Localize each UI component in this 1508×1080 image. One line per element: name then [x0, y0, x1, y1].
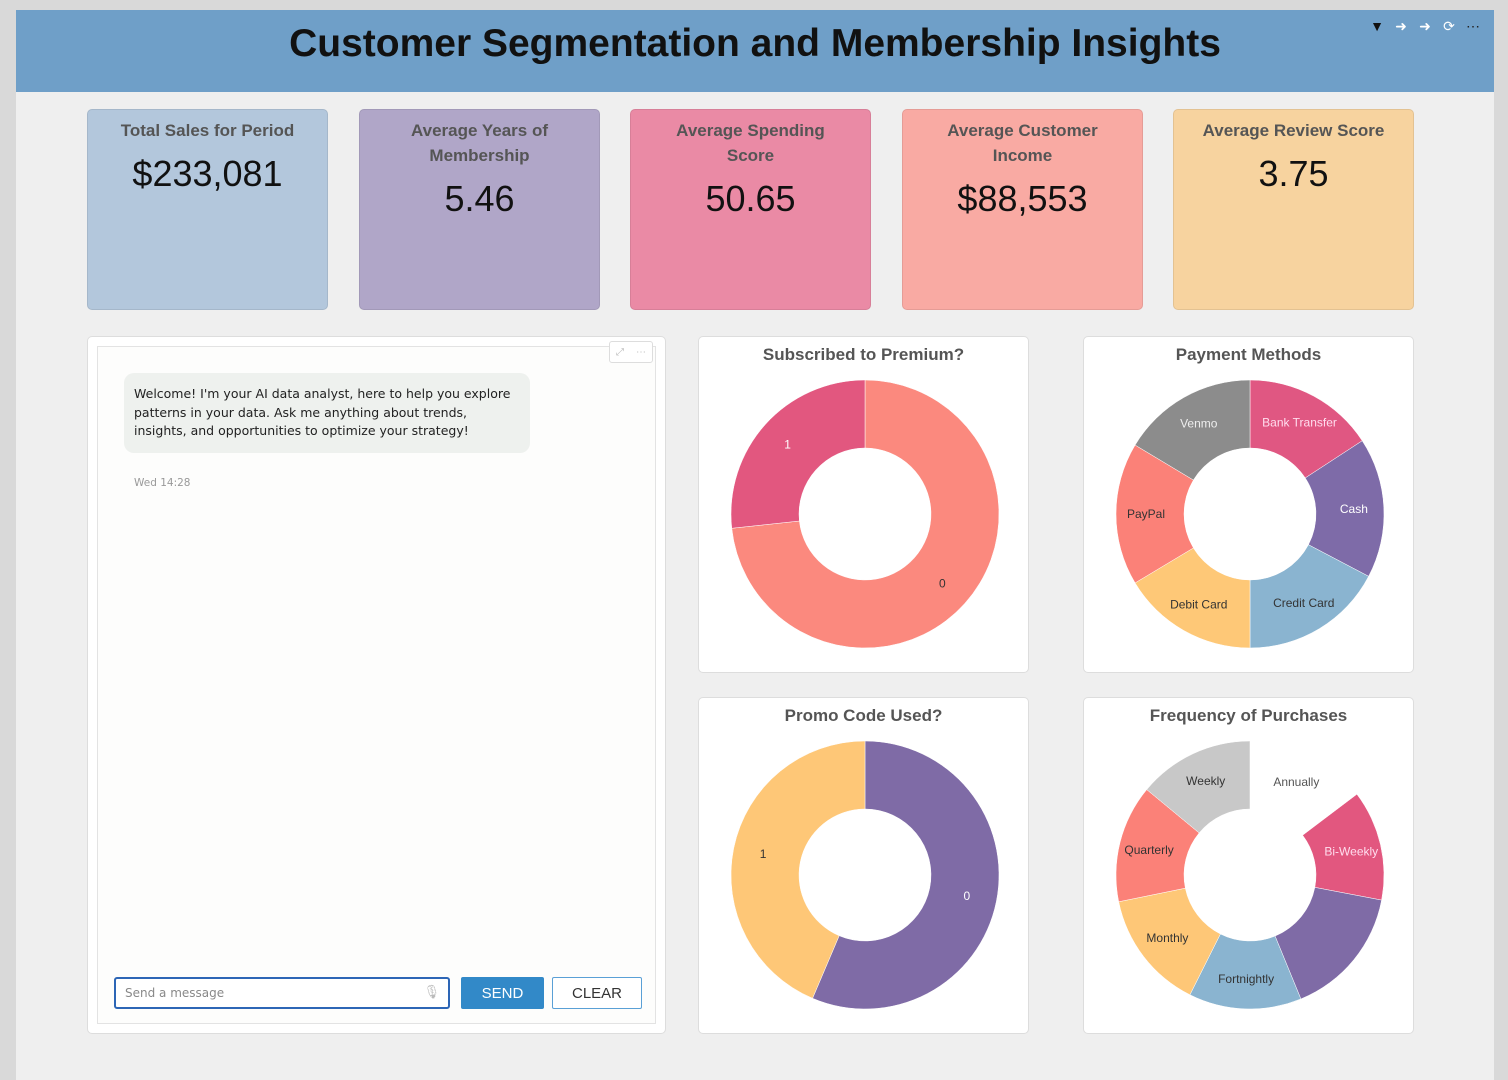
kpi-label: Average Customer Income [947, 121, 1098, 165]
kpi-card: Total Sales for Period $233,081 [87, 109, 328, 310]
donut-slice[interactable] [730, 379, 866, 529]
clear-button[interactable]: CLEAR [552, 977, 642, 1009]
slice-label: 0 [939, 577, 946, 591]
filter-icon[interactable]: ▼ [1370, 18, 1384, 34]
message-placeholder: Send a message [125, 986, 225, 1000]
kpi-card: Average Review Score 3.75 [1173, 109, 1414, 310]
donut-slice[interactable] [1115, 444, 1194, 584]
chat-panel: ⤢ ⋯ Welcome! I'm your AI data analyst, h… [87, 336, 666, 1034]
chart-panel: Subscribed to Premium? 0 1 [698, 336, 1029, 673]
arrow-right-icon[interactable]: ➜ [1419, 18, 1431, 34]
chart-title: Promo Code Used? [784, 706, 943, 725]
arrow-left-icon[interactable]: ➜ [1395, 18, 1407, 34]
dashboard: Customer Segmentation and Membership Ins… [16, 10, 1494, 1080]
slice-label: PayPal [1127, 507, 1165, 521]
kpi-value: 3.75 [1258, 153, 1329, 194]
slice-label: Venmo [1180, 417, 1218, 431]
slice-label: Annually [1273, 775, 1319, 789]
kpi-value: $233,081 [132, 153, 283, 194]
slice-label: Credit Card [1273, 596, 1334, 610]
refresh-icon[interactable]: ⟳ [1443, 18, 1455, 34]
chart-title: Subscribed to Premium? [762, 345, 965, 364]
donut-slice[interactable] [1249, 544, 1369, 649]
slice-label: 0 [964, 889, 971, 903]
kpi-value: $88,553 [957, 178, 1088, 219]
chart-title: Frequency of Purchases [1149, 706, 1348, 725]
kpi-card: Average Customer Income $88,553 [902, 109, 1143, 310]
chart-title: Payment Methods [1175, 345, 1322, 364]
donut-slice[interactable] [1146, 740, 1251, 834]
chart-panel: Promo Code Used? 0 1 [698, 697, 1029, 1034]
slice-label: 1 [760, 847, 767, 861]
message-timestamp: Wed 14:28 [134, 477, 191, 489]
slice-label: Weekly [1186, 774, 1225, 788]
kpi-value: 50.65 [705, 178, 796, 219]
donut-slice[interactable] [731, 379, 1000, 649]
donut-chart: 01 [730, 379, 1000, 649]
expand-icon[interactable]: ⤢ [616, 346, 624, 358]
slice-label: Monthly [1146, 931, 1188, 945]
chart-panel: Payment Methods Bank Transfer Cash Credit C… [1083, 336, 1414, 673]
slice-label: Fortnightly [1218, 972, 1274, 986]
chat-toolbar: ⤢ ⋯ [609, 341, 653, 363]
kpi-label: Total Sales for Period [120, 121, 295, 140]
more-icon[interactable]: ⋯ [1466, 18, 1480, 34]
slice-label: Cash [1340, 502, 1368, 516]
slice-label: Bi-Weekly [1324, 844, 1378, 858]
donut-slice[interactable] [812, 740, 1000, 1010]
slice-label: Quarterly [1124, 843, 1173, 857]
donut-chart: Annually Bi-Weekly Fortnightly Monthly Quart… [1115, 740, 1385, 1010]
send-button[interactable]: SEND [461, 977, 544, 1009]
kpi-label: Average Review Score [1202, 121, 1385, 140]
donut-chart: Bank Transfer Cash Credit Card Debit Card Pa… [1115, 379, 1385, 649]
slice-label: Debit Card [1170, 597, 1227, 611]
kpi-card: Average Years of Membership 5.46 [359, 109, 600, 310]
microphone-icon[interactable]: 🎙 [423, 985, 440, 1000]
kpi-value: 5.46 [444, 178, 515, 219]
kpi-label: Average Spending Score [676, 121, 825, 165]
slice-label: Bank Transfer [1262, 416, 1337, 430]
slice-label: 1 [784, 437, 791, 451]
kpi-label: Average Years of Membership [410, 121, 549, 165]
chat-message: Welcome! I'm your AI data analyst, here … [124, 373, 530, 453]
donut-slice[interactable] [1134, 379, 1251, 481]
page-title: Customer Segmentation and Membership Ins… [289, 22, 1221, 65]
chart-panel: Frequency of Purchases Annually Bi-Weekly F… [1083, 697, 1414, 1034]
donut-slice[interactable] [730, 740, 866, 999]
donut-chart: 01 [730, 740, 1000, 1010]
message-input[interactable]: Send a message 🎙 [114, 977, 450, 1009]
header: Customer Segmentation and Membership Ins… [16, 10, 1494, 92]
kpi-card: Average Spending Score 50.65 [630, 109, 871, 310]
more-icon[interactable]: ⋯ [636, 346, 646, 358]
